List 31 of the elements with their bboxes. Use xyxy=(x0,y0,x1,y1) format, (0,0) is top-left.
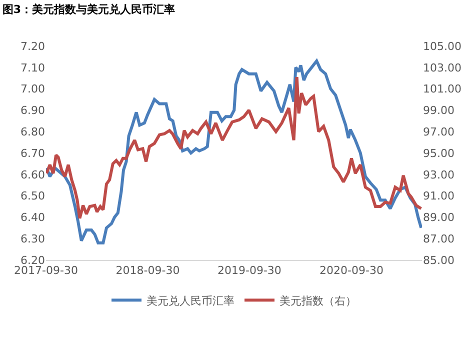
x-tick-label: 2018-09-30 xyxy=(116,264,180,278)
x-tick-label: 2017-09-30 xyxy=(14,264,78,278)
y2-tick-label: 85.00 xyxy=(423,254,454,267)
y2-tick-label: 99.00 xyxy=(423,104,454,118)
y-tick-label: 6.20 xyxy=(20,254,45,267)
x-tick-label: 2019-09-30 xyxy=(218,264,282,278)
y2-tick-label: 97.00 xyxy=(423,125,454,138)
y2-tick-label: 101.00 xyxy=(423,82,462,96)
y-tick-label: 6.80 xyxy=(20,125,45,138)
y-tick-label: 6.60 xyxy=(20,168,45,182)
y-tick-label: 6.40 xyxy=(20,211,45,224)
line-series xyxy=(46,76,422,220)
legend-label: 美元兑人民币汇率 xyxy=(146,294,234,308)
y2-tick-label: 93.00 xyxy=(423,168,454,182)
line-series xyxy=(46,59,422,244)
y2-tick-label: 95.00 xyxy=(423,146,454,160)
y-tick-label: 7.10 xyxy=(20,61,45,74)
y-tick-label: 7.00 xyxy=(20,82,45,96)
y2-tick-label: 87.00 xyxy=(423,232,454,246)
y-tick-label: 6.90 xyxy=(20,104,45,118)
y2-tick-label: 105.00 xyxy=(423,40,462,53)
y-tick-label: 6.30 xyxy=(20,232,45,246)
legend-label: 美元指数（右） xyxy=(280,294,356,308)
y-tick-label: 6.50 xyxy=(20,190,45,203)
y2-tick-label: 91.00 xyxy=(423,190,454,203)
x-tick-label: 2020-09-30 xyxy=(320,264,384,278)
y-tick-label: 6.70 xyxy=(20,146,45,160)
y-tick-label: 7.20 xyxy=(20,40,45,53)
chart-title: 图3：美元指数与美元兑人民币汇率 xyxy=(2,2,176,16)
y2-tick-label: 89.00 xyxy=(423,211,454,224)
y2-tick-label: 103.00 xyxy=(423,61,462,74)
